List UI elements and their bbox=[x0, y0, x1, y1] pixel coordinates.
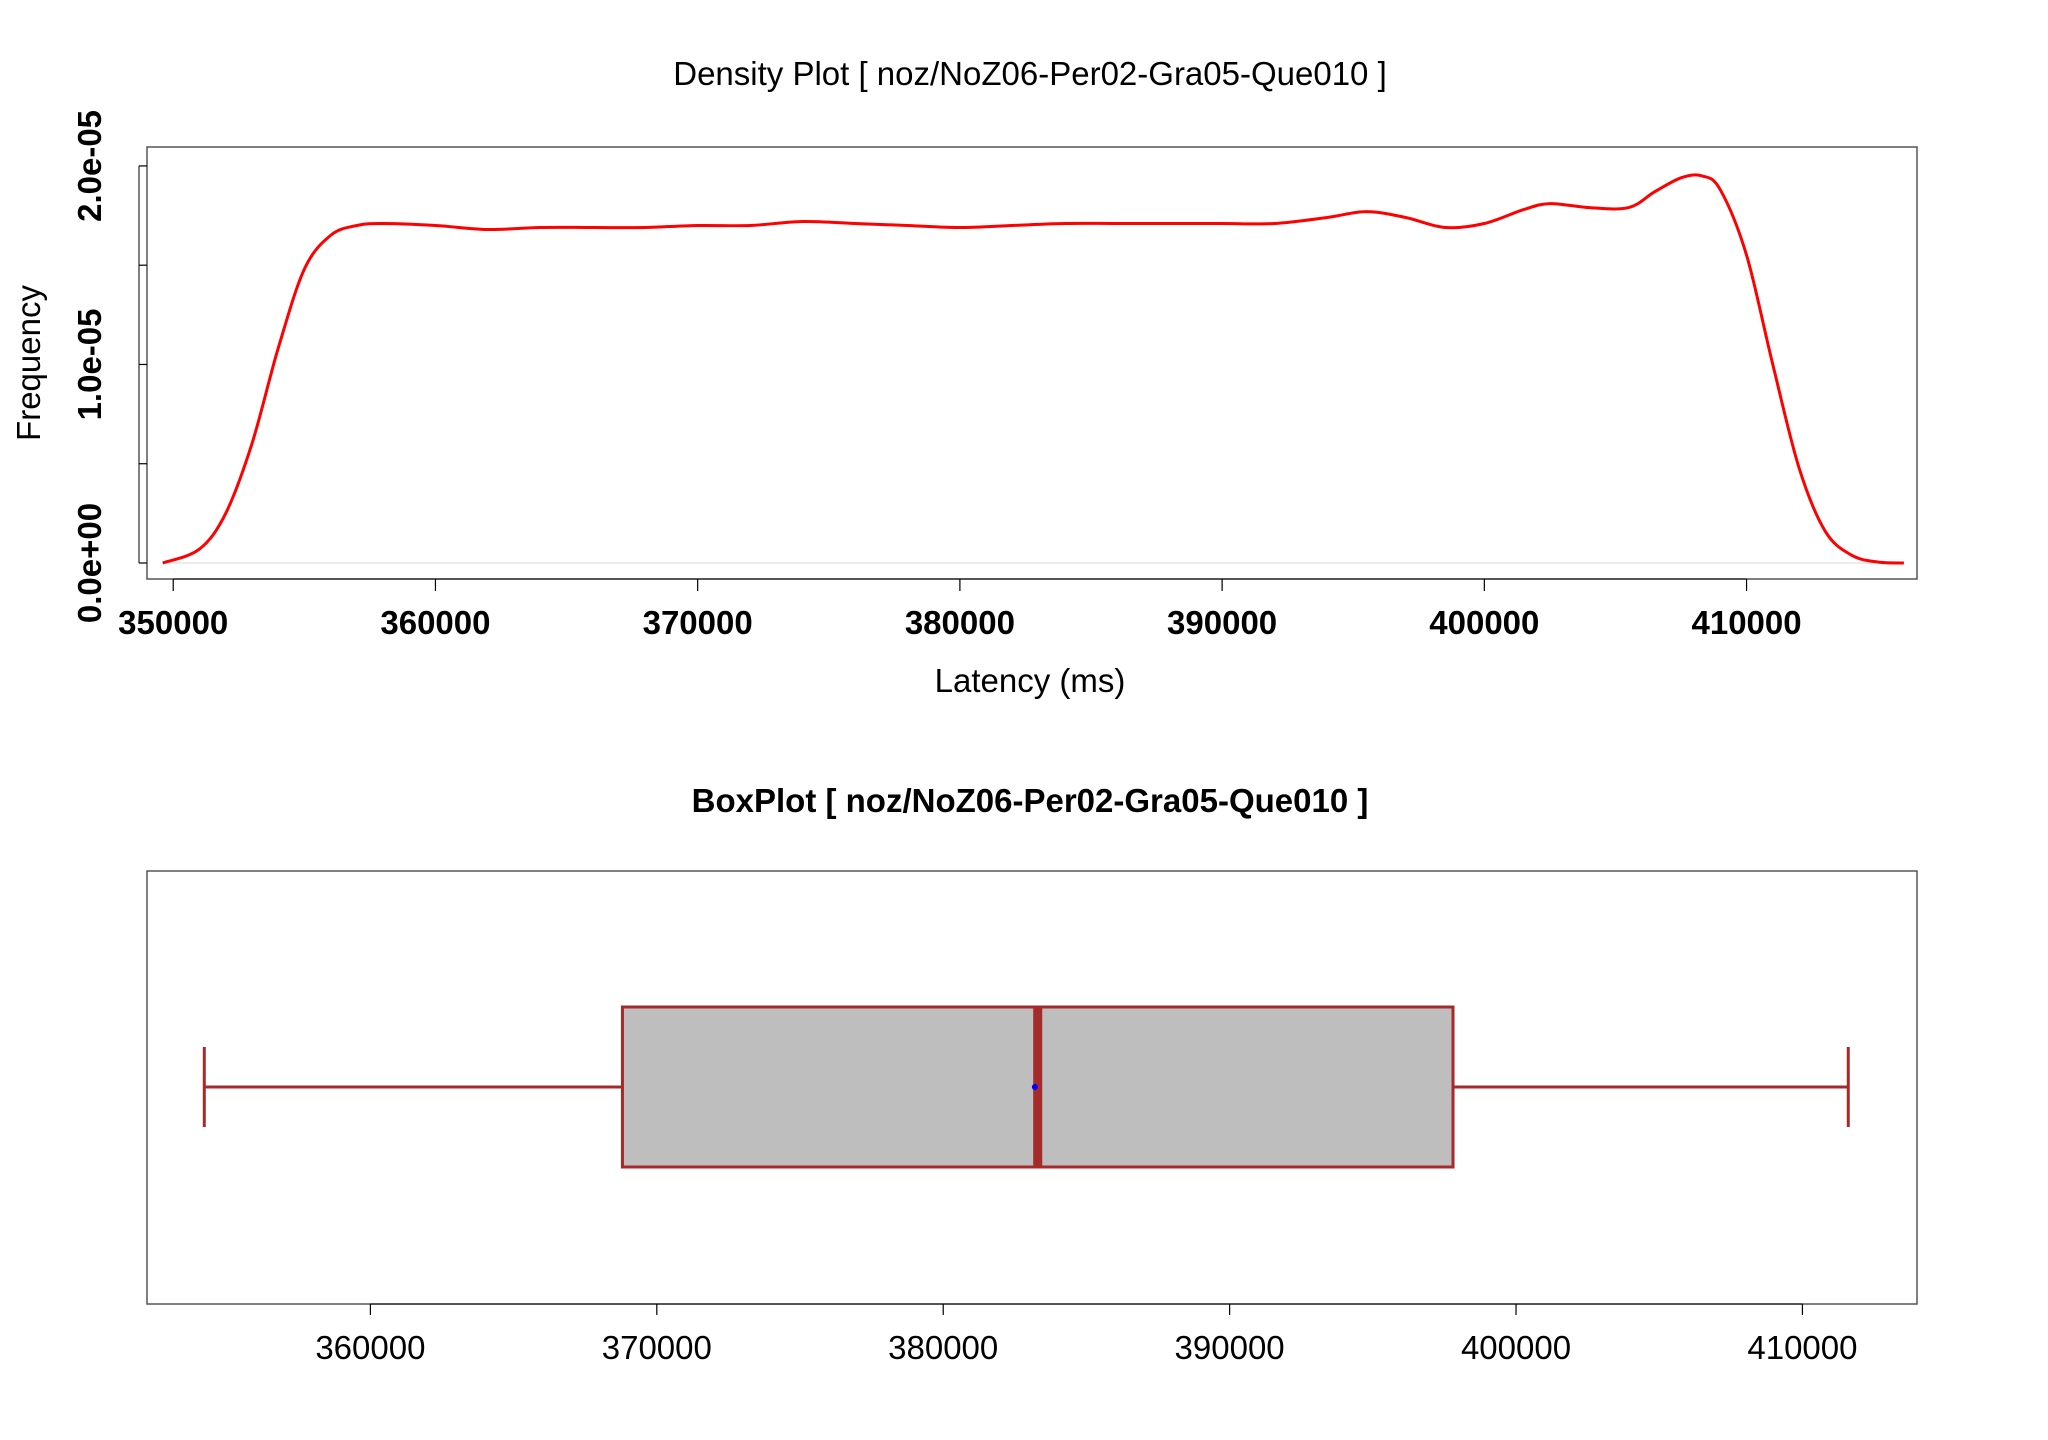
density-x-tick-label: 400000 bbox=[1429, 604, 1539, 641]
box-x-tick-label: 390000 bbox=[1175, 1329, 1285, 1366]
density-y-tick-label: 1.0e-05 bbox=[71, 308, 108, 420]
density-x-tick-label: 350000 bbox=[118, 604, 228, 641]
density-x-tick-label: 410000 bbox=[1691, 604, 1801, 641]
box-x-tick-label: 370000 bbox=[602, 1329, 712, 1366]
box-x-tick-label: 410000 bbox=[1747, 1329, 1857, 1366]
box-x-axis: 360000 370000 380000 390000 400000 410000 bbox=[315, 1303, 1857, 1366]
density-y-tick-label: 0.0e+00 bbox=[71, 503, 108, 623]
density-y-axis-label: Frequency bbox=[10, 285, 47, 441]
box-x-tick-label: 380000 bbox=[888, 1329, 998, 1366]
density-y-tick-label: 2.0e-05 bbox=[71, 110, 108, 222]
density-x-axis-label: Latency (ms) bbox=[935, 662, 1126, 699]
density-y-axis: 0.0e+00 1.0e-05 2.0e-05 bbox=[71, 110, 147, 623]
density-x-tick-label: 360000 bbox=[380, 604, 490, 641]
box-title: BoxPlot [ noz/NoZ06-Per02-Gra05-Que010 ] bbox=[692, 782, 1369, 819]
box-shapes bbox=[202, 1005, 1850, 1169]
box-plot: BoxPlot [ noz/NoZ06-Per02-Gra05-Que010 ]… bbox=[146, 782, 1918, 1366]
density-plot: Density Plot [ noz/NoZ06-Per02-Gra05-Que… bbox=[10, 55, 1918, 699]
density-x-tick-label: 390000 bbox=[1167, 604, 1277, 641]
density-title: Density Plot [ noz/NoZ06-Per02-Gra05-Que… bbox=[673, 55, 1387, 92]
density-x-tick-label: 380000 bbox=[905, 604, 1015, 641]
box-x-tick-label: 360000 bbox=[315, 1329, 425, 1366]
box-x-tick-label: 400000 bbox=[1461, 1329, 1571, 1366]
density-plot-frame bbox=[146, 146, 1918, 580]
box-mean-point bbox=[1031, 1084, 1038, 1090]
density-x-tick-label: 370000 bbox=[643, 604, 753, 641]
density-x-axis: 350000 360000 370000 380000 390000 400000 4100… bbox=[118, 562, 1904, 641]
density-curve bbox=[162, 173, 1904, 565]
